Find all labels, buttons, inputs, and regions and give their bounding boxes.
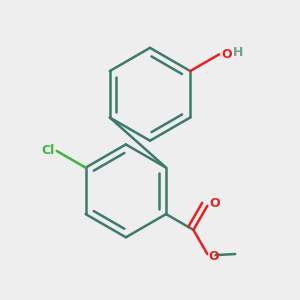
Text: O: O xyxy=(209,197,220,210)
Text: O: O xyxy=(208,250,219,263)
Text: H: H xyxy=(233,46,244,59)
Text: Cl: Cl xyxy=(42,144,55,158)
Text: O: O xyxy=(221,48,232,61)
